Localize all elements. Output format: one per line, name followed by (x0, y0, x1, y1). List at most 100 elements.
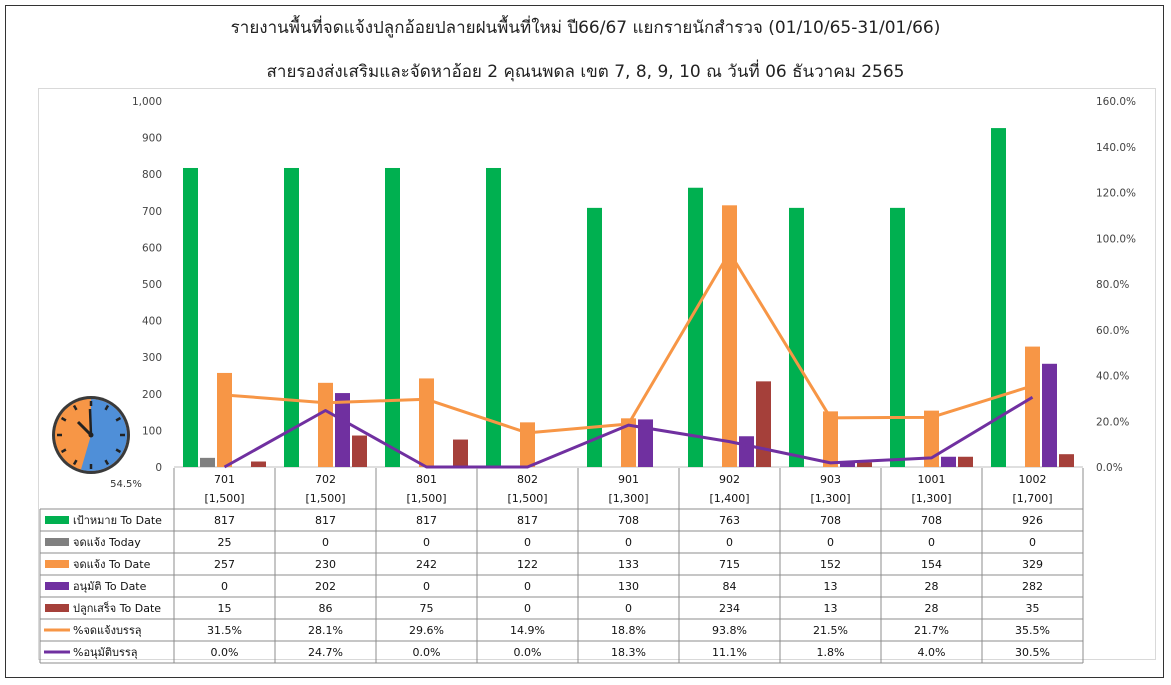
bar-4 (840, 462, 855, 467)
category-sublabel: [1,300] (911, 492, 951, 505)
bar-3 (924, 410, 939, 467)
table-cell-value: 84 (723, 580, 737, 593)
table-cell-value: 28.1% (308, 624, 343, 637)
right-axis-tick-label: 0.0% (1096, 462, 1123, 474)
bar-4 (739, 436, 754, 467)
legend-swatch (45, 560, 69, 568)
table-cell-value: 75 (420, 602, 434, 615)
right-axis-tick-label: 20.0% (1096, 416, 1129, 428)
table-cell-value: 817 (214, 514, 235, 527)
table-cell-value: 0.0% (211, 646, 239, 659)
table-cell-value: 230 (315, 558, 336, 571)
category-label: 902 (719, 473, 740, 486)
clock-tick (115, 416, 122, 422)
category-sublabel: [1,300] (608, 492, 648, 505)
clock-tick (104, 459, 110, 466)
bar-1 (284, 167, 299, 467)
table-cell-value: 13 (824, 602, 838, 615)
table-cell-value: 0 (221, 580, 228, 593)
table-cell-value: 708 (820, 514, 841, 527)
bar-3 (318, 382, 333, 467)
bar-1 (789, 207, 804, 467)
bar-3 (217, 372, 232, 467)
left-axis-tick-label: 400 (142, 316, 162, 328)
right-axis-tick-label: 120.0% (1096, 188, 1136, 200)
bar-1 (385, 167, 400, 467)
bar-4 (638, 419, 653, 467)
legend-swatch (45, 582, 69, 590)
table-cell-value: 35 (1026, 602, 1040, 615)
bar-5 (857, 462, 872, 467)
bar-3 (520, 422, 535, 467)
category-label: 1001 (918, 473, 946, 486)
left-axis-tick-label: 100 (142, 425, 162, 437)
table-cell-value: 29.6% (409, 624, 444, 637)
table-cell-value: 257 (214, 558, 235, 571)
category-label: 901 (618, 473, 639, 486)
report-frame (5, 5, 1164, 678)
left-axis-tick-label: 900 (142, 133, 162, 145)
clock-tick (72, 404, 78, 411)
table-cell-value: 763 (719, 514, 740, 527)
table-cell-value: 130 (618, 580, 639, 593)
bar-3 (823, 411, 838, 467)
bar-5 (958, 456, 973, 467)
table-cell-value: 133 (618, 558, 639, 571)
bar-1 (688, 187, 703, 467)
right-axis-tick-label: 80.0% (1096, 279, 1129, 291)
table-cell-value: 0 (827, 536, 834, 549)
table-cell-value: 0 (625, 602, 632, 615)
category-label: 1002 (1019, 473, 1047, 486)
table-cell-value: 0 (625, 536, 632, 549)
table-cell-value: 122 (517, 558, 538, 571)
series-line-2 (223, 395, 1034, 469)
table-cell-value: 282 (1022, 580, 1043, 593)
table-cell-value: 0 (322, 536, 329, 549)
table-cell-value: 0 (928, 536, 935, 549)
data-table: 701 [1,500] 702 [1,500] 801 [1,500] 802 [1,500]… (39, 468, 1084, 664)
left-axis-tick-label: 300 (142, 352, 162, 364)
bar-5 (251, 461, 266, 467)
table-cell-value: 708 (921, 514, 942, 527)
bar-4 (1042, 363, 1057, 467)
table-cell-value: 154 (921, 558, 942, 571)
table-cell-value: 21.7% (914, 624, 949, 637)
table-cell-value: 817 (315, 514, 336, 527)
bar-5 (1059, 454, 1074, 467)
bar-5 (453, 439, 468, 467)
table-cell-value: 0 (524, 602, 531, 615)
table-cell-value: 35.5% (1015, 624, 1050, 637)
table-cell-value: 152 (820, 558, 841, 571)
table-cell-value: 0 (1029, 536, 1036, 549)
right-axis-tick-label: 100.0% (1096, 233, 1136, 245)
table-cell-value: 24.7% (308, 646, 343, 659)
clock-center (88, 432, 94, 438)
series-name: จดแจ้ง To Date (73, 558, 151, 571)
table-cell-value: 21.5% (813, 624, 848, 637)
right-axis-tick-label: 160.0% (1096, 96, 1136, 108)
table-cell-value: 234 (719, 602, 740, 615)
bar-2 (200, 457, 215, 467)
table-cell-value: 817 (416, 514, 437, 527)
table-cell-value: 0.0% (514, 646, 542, 659)
right-axis-tick-label: 40.0% (1096, 371, 1129, 383)
table-cell-value: 0 (524, 536, 531, 549)
table-cell-value: 0 (423, 536, 430, 549)
bar-1 (587, 207, 602, 467)
bar-3 (419, 378, 434, 467)
bar-1 (183, 167, 198, 467)
bar-4 (941, 456, 956, 467)
table-cell-value: 18.8% (611, 624, 646, 637)
table-cell-value: 14.9% (510, 624, 545, 637)
table-cell-value: 11.1% (712, 646, 747, 659)
table-cell-value: 0 (524, 580, 531, 593)
clock-tick (72, 459, 78, 466)
category-sublabel: [1,500] (204, 492, 244, 505)
table-cell-value: 4.0% (918, 646, 946, 659)
clock-tick (104, 404, 110, 411)
series-name: %จดแจ้งบรรลุ (73, 624, 142, 637)
table-cell-value: 13 (824, 580, 838, 593)
table-cell-value: 93.8% (712, 624, 747, 637)
table-cell-value: 0 (726, 536, 733, 549)
